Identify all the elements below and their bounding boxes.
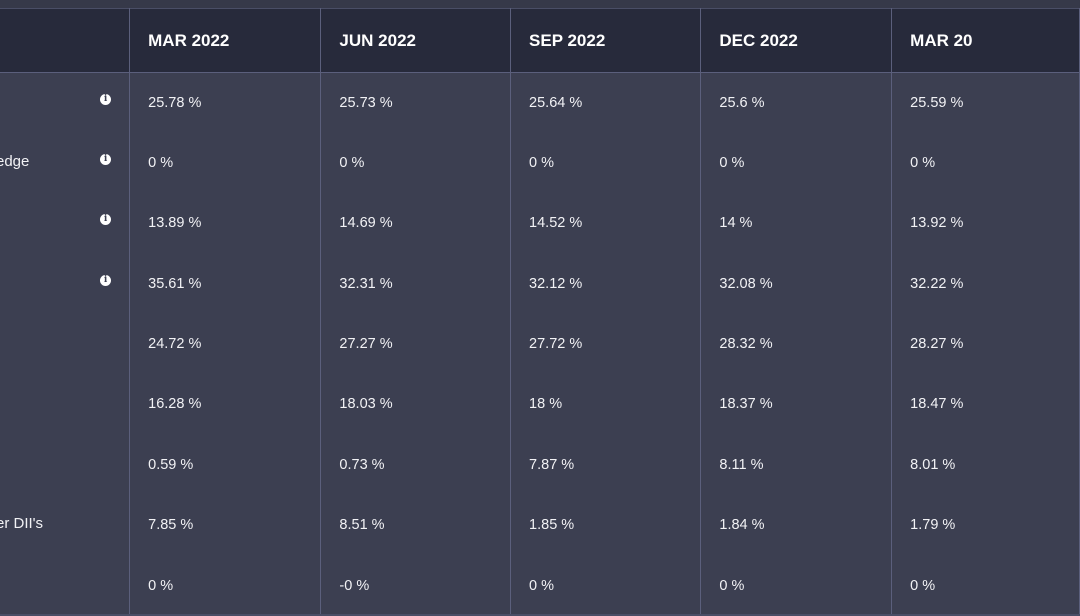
top-edge (0, 0, 1080, 8)
column-header[interactable]: JUN 2022 (320, 8, 512, 73)
table-cell: 32.12 % (510, 253, 702, 315)
table-cell: 28.32 % (700, 314, 893, 375)
table-cell: 0 % (129, 555, 322, 616)
row-label-cell: i (0, 72, 131, 133)
row-label: edge (0, 152, 30, 170)
table-cell: 0 % (129, 132, 322, 194)
header-row: MAR 2022 JUN 2022 SEP 2022 DEC 2022 MAR … (0, 8, 1080, 73)
row-label-cell: er DII's (0, 495, 131, 556)
table-cell: 0 % (891, 132, 1080, 194)
row-label-cell (0, 555, 131, 616)
row-label-cell (0, 434, 131, 496)
table-cell: 32.08 % (700, 253, 893, 315)
table-cell: 35.61 % (129, 253, 322, 315)
table-cell: 18.37 % (700, 374, 893, 435)
table-cell: 0 % (510, 132, 702, 194)
column-header[interactable]: MAR 2022 (129, 8, 322, 73)
table-cell: 25.59 % (891, 72, 1080, 133)
label-column-header (0, 8, 131, 73)
info-icon[interactable]: i (100, 274, 112, 286)
table-cell: 8.01 % (891, 434, 1080, 496)
row-label-cell: i (0, 193, 131, 254)
table-cell: -0 % (320, 555, 512, 616)
table-row: edgei0 %0 %0 %0 %0 % (0, 132, 1080, 194)
table-cell: 25.64 % (510, 72, 702, 133)
table-cell: 8.51 % (320, 495, 512, 556)
table-row: 0.59 % 0.73 % 7.87 % 8.11 % 8.01 % (0, 434, 1080, 496)
table-cell: 32.22 % (891, 253, 1080, 315)
table-row: i 35.61 % 32.31 % 32.12 % 32.08 % 32.22 % (0, 253, 1080, 315)
table-cell: 25.73 % (320, 72, 512, 133)
table-row: er DII's 7.85 % 8.51 % 1.85 % 1.84 % 1.79 % (0, 495, 1080, 556)
table-cell: 0.59 % (129, 434, 322, 496)
table-cell: 14.69 % (320, 193, 512, 254)
table-row: 0 % -0 % 0 % 0 % 0 % (0, 555, 1080, 616)
table-cell: 7.85 % (129, 495, 322, 556)
table-cell: 27.72 % (510, 314, 702, 375)
table-body: i 25.78 %25.73 %25.64 %25.6 %25.59 % edge i… (0, 72, 1080, 616)
row-label: er DII's (0, 515, 44, 533)
table-cell: 18.03 % (320, 374, 512, 435)
column-header[interactable]: MAR 20 (891, 8, 1080, 73)
table-cell: 32.31 % (320, 253, 512, 315)
info-icon[interactable]: i (100, 214, 112, 226)
column-header[interactable]: SEP 2022 (510, 8, 702, 73)
table-cell: 1.79 % (891, 495, 1080, 556)
table-cell: 13.92 % (891, 193, 1080, 254)
table-cell: 14 % (700, 193, 893, 254)
table-cell: 8.11 % (700, 434, 893, 496)
row-label-cell (0, 314, 131, 375)
table-cell: 27.27 % (320, 314, 512, 375)
bottom-edge (0, 614, 1080, 616)
row-label-cell: edge i (0, 132, 131, 194)
info-icon[interactable]: i (100, 153, 112, 165)
table-cell: 0 % (891, 555, 1080, 616)
table-cell: 18.47 % (891, 374, 1080, 435)
row-label-cell: i (0, 253, 131, 315)
table-cell: 25.6 % (700, 72, 893, 133)
table-row: 16.28 % 18.03 % 18 % 18.37 % 18.47 % (0, 374, 1080, 435)
table-cell: 18 % (510, 374, 702, 435)
table-cell: 0 % (700, 555, 893, 616)
table-cell: 0.73 % (320, 434, 512, 496)
table-cell: 1.84 % (700, 495, 893, 556)
table-cell: 7.87 % (510, 434, 702, 496)
info-icon[interactable]: i (100, 94, 112, 105)
table-cell: 0 % (700, 132, 893, 194)
table-row: i 13.89 % 14.69 % 14.52 % 14 % 13.92 % (0, 193, 1080, 254)
table-row: 24.72 % 27.27 % 27.72 % 28.32 % 28.27 % (0, 314, 1080, 375)
table-cell: 14.52 % (510, 193, 702, 254)
table-cell: 1.85 % (510, 495, 702, 556)
table-cell: 25.78 % (129, 72, 322, 133)
shareholding-table: MAR 2022 JUN 2022 SEP 2022 DEC 2022 MAR … (0, 8, 1080, 616)
table-cell: 28.27 % (891, 314, 1080, 375)
table-row: i 25.78 % 25.73 % 25.64 % 25.6 % 25.59 % (0, 72, 1080, 133)
table-cell: 24.72 % (129, 314, 322, 375)
column-header[interactable]: DEC 2022 (700, 8, 893, 73)
table-cell: 0 % (320, 132, 512, 194)
row-label-cell (0, 374, 131, 435)
table-cell: 13.89 % (129, 193, 322, 254)
table-cell: 16.28 % (129, 374, 322, 435)
table-cell: 0 % (510, 555, 702, 616)
